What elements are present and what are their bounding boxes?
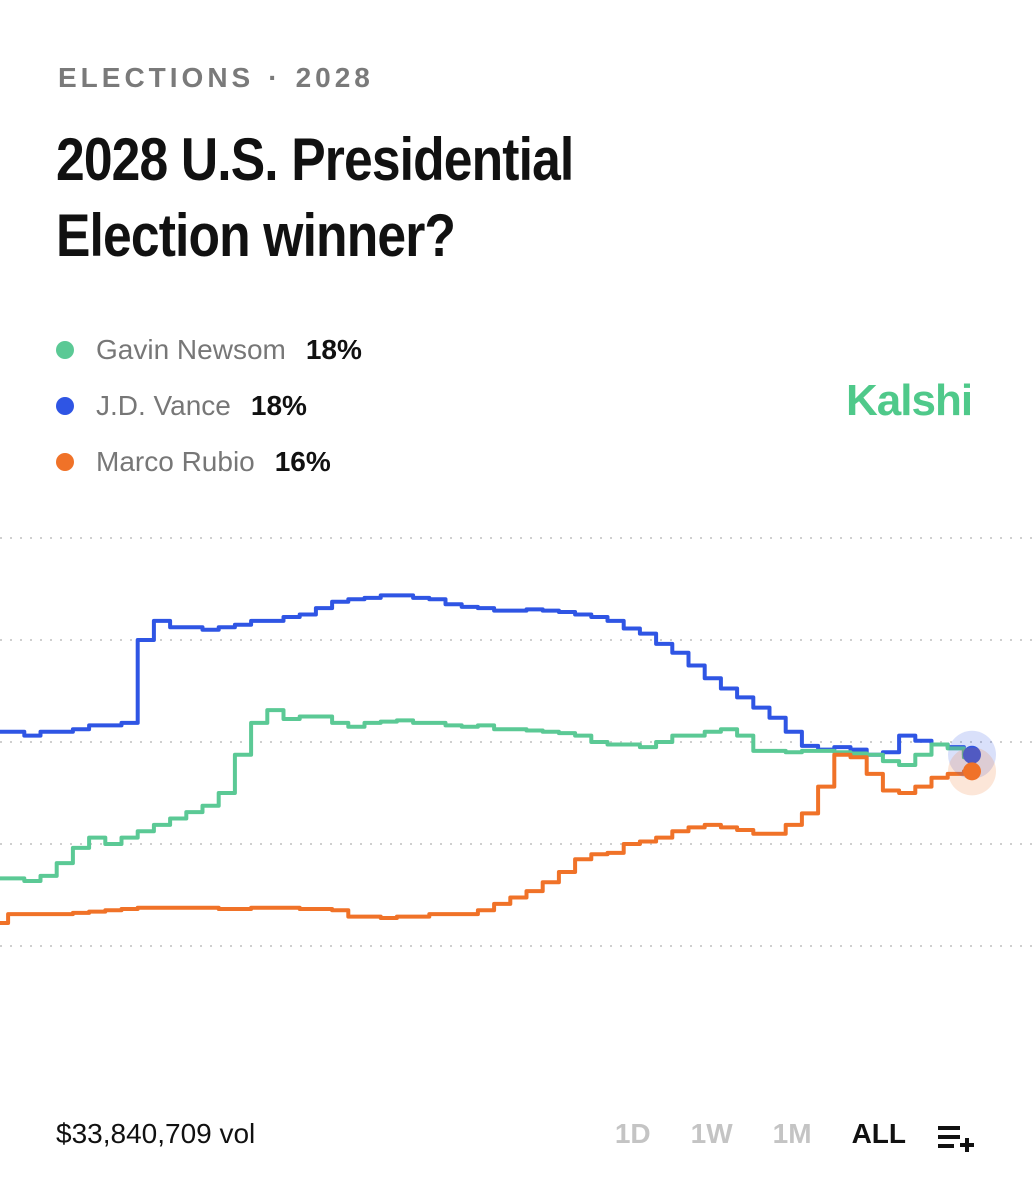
legend-name: J.D. Vance [96,390,231,421]
legend-dot-rubio [56,453,74,471]
brand-logo: Kalshi [846,376,973,425]
volume-label: $33,840,709 vol [56,1118,256,1149]
legend-item-newsom[interactable]: Gavin Newsom 18% [56,322,362,378]
legend-value: 18% [305,334,362,365]
category-separator: · [268,62,282,93]
category-name: ELECTIONS [58,62,255,93]
range-1d-button[interactable]: 1D [614,1118,651,1149]
series-line-j-d-vance [0,593,972,757]
price-history-chart[interactable] [0,520,1032,1080]
series-line-gavin-newsom [0,708,972,883]
endpoint-marker [963,745,981,764]
category-label: ELECTIONS · 2028 [58,62,374,94]
legend-value: 16% [274,446,331,477]
endpoint-marker [963,762,981,781]
range-1w-button[interactable]: 1W [690,1118,733,1149]
legend-item-vance[interactable]: J.D. Vance 18% [56,378,362,434]
category-year: 2028 [295,62,374,93]
legend-item-rubio[interactable]: Marco Rubio 16% [56,434,362,490]
range-all-button[interactable]: ALL [851,1118,906,1149]
legend-value: 18% [250,390,307,421]
legend-dot-newsom [56,341,74,359]
legend-name: Gavin Newsom [96,334,286,365]
chart-footer: $33,840,709 vol 1D 1W 1M ALL [56,1118,996,1158]
range-selector: 1D 1W 1M ALL [575,1118,906,1150]
series-line-marco-rubio [0,752,972,926]
legend-name: Marco Rubio [96,446,255,477]
chart-legend: Gavin Newsom 18% J.D. Vance 18% Marco Ru… [56,322,362,490]
legend-dot-vance [56,397,74,415]
page-title: 2028 U.S. Presidential Election winner? [56,126,574,269]
list-add-icon[interactable] [938,1122,978,1154]
range-1m-button[interactable]: 1M [772,1118,812,1149]
